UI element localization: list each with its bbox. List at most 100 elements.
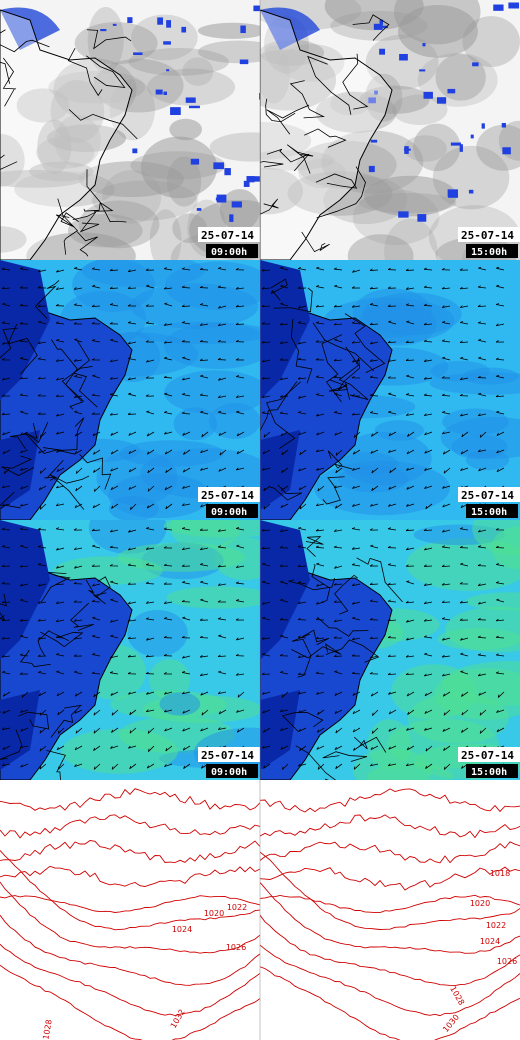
- wind-arrow: [128, 529, 137, 533]
- wind-arrow: [19, 267, 29, 271]
- rain: [422, 43, 426, 47]
- wind-arrow: [261, 636, 271, 640]
- wind-arrow: [91, 321, 101, 325]
- wind-arrow: [37, 269, 47, 273]
- wind-arrow: [182, 527, 191, 531]
- wind-arrow: [423, 528, 433, 532]
- rain: [133, 52, 143, 56]
- wind-arrow: [406, 727, 415, 731]
- wind-arrow: [460, 562, 469, 567]
- wind-arrow: [298, 467, 307, 472]
- border: [312, 322, 375, 372]
- wind-arrow: [199, 393, 209, 397]
- border: [301, 231, 330, 253]
- isobar: [260, 914, 520, 987]
- wind-arrow: [316, 745, 325, 750]
- wind-arrow: [92, 284, 101, 289]
- wind-arrow: [369, 582, 379, 585]
- wind-arrow: [261, 546, 271, 550]
- wind-arrow: [333, 654, 343, 657]
- rain: [224, 168, 231, 176]
- wind-arrow: [147, 727, 155, 734]
- wind-arrow: [442, 356, 451, 361]
- wind-arrow: [1, 763, 11, 767]
- wind-arrow: [496, 449, 505, 454]
- wind-arrow: [217, 395, 227, 399]
- time-bg: [206, 504, 258, 518]
- wind-arrow: [388, 745, 397, 750]
- wind-panel: 25-07-14 09:00h: [0, 260, 260, 520]
- wind-arrow: [405, 393, 415, 397]
- border: [0, 154, 18, 170]
- wind-arrow: [235, 339, 245, 343]
- wind-arrow: [145, 654, 155, 658]
- wind-arrow: [109, 286, 119, 289]
- wind-arrow: [57, 709, 65, 716]
- wind-arrow: [163, 563, 173, 567]
- wind-arrow: [110, 619, 119, 623]
- wind-arrow: [110, 745, 119, 749]
- wind-arrow: [388, 410, 397, 415]
- wind-arrow: [127, 547, 137, 551]
- wind-arrow: [129, 709, 137, 716]
- wind-arrow: [127, 654, 137, 658]
- wind-arrow: [443, 467, 451, 474]
- wind-arrow: [1, 267, 11, 271]
- wind-arrow: [73, 654, 83, 657]
- speed-zone: [159, 692, 201, 716]
- wind-arrow: [235, 637, 245, 641]
- wind-arrow: [460, 670, 469, 675]
- rain: [368, 165, 375, 173]
- wind-arrow: [20, 709, 29, 713]
- rain: [246, 176, 255, 183]
- wind-arrow: [199, 285, 209, 289]
- wind-arrow: [37, 341, 47, 345]
- border: [286, 144, 314, 174]
- wind-arrow: [199, 635, 209, 639]
- cloud: [323, 176, 408, 225]
- wind-arrow: [74, 431, 83, 437]
- wind-arrow: [145, 340, 155, 343]
- speed-zone: [135, 321, 260, 345]
- date-bg: [458, 747, 520, 762]
- wind-arrow: [495, 528, 505, 531]
- wind-arrow: [19, 303, 29, 307]
- wind-arrow: [2, 545, 11, 549]
- speed-zone: [61, 729, 178, 774]
- date-bg: [198, 227, 260, 242]
- time-bg: [466, 244, 518, 258]
- border: [266, 148, 310, 172]
- wind-arrow: [425, 503, 433, 510]
- wind-arrow: [235, 673, 245, 676]
- wind-arrow: [127, 286, 137, 289]
- isobar: [260, 966, 520, 1040]
- isobar: [260, 866, 520, 891]
- wind-arrow: [369, 564, 379, 567]
- wind-arrow: [163, 375, 173, 379]
- wind-arrow: [218, 467, 227, 472]
- wind-arrow: [147, 745, 155, 752]
- wind-arrow: [236, 544, 245, 549]
- rain: [216, 194, 227, 203]
- cloud: [260, 39, 325, 66]
- wind-arrow: [280, 266, 289, 271]
- wind-arrow: [55, 431, 65, 435]
- wind-arrow: [163, 286, 173, 290]
- wind-arrow: [111, 503, 119, 509]
- wind-arrow: [2, 431, 11, 436]
- wind-arrow: [38, 320, 47, 325]
- wind-arrow: [1, 321, 11, 325]
- cloud: [54, 114, 101, 167]
- wind-arrow: [315, 413, 325, 417]
- border: [86, 55, 126, 88]
- rain: [470, 134, 474, 139]
- cloud: [296, 140, 397, 189]
- wind-arrow: [110, 691, 119, 696]
- wind-arrow: [478, 266, 487, 271]
- wind-arrow: [37, 636, 47, 640]
- cloud: [102, 170, 162, 224]
- wind-arrow: [182, 727, 191, 732]
- wind-arrow: [335, 449, 343, 456]
- wind-arrow: [164, 763, 173, 767]
